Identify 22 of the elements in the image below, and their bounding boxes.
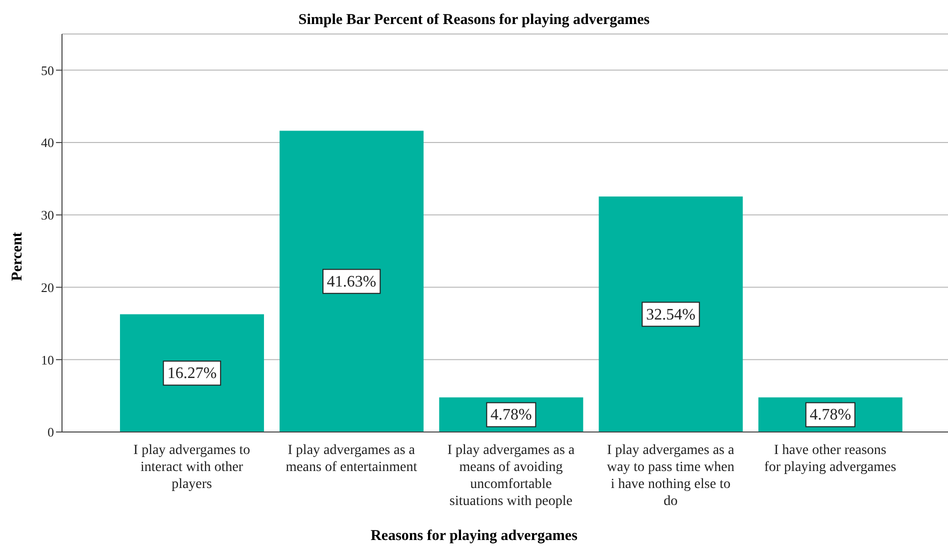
chart-title: Simple Bar Percent of Reasons for playing advergames [297, 12, 651, 29]
y-tick-label: 40 [41, 135, 54, 150]
data-label: 4.78% [490, 406, 532, 424]
x-tick-label: I play advergames to interact with other players [133, 443, 250, 492]
bar [598, 196, 743, 432]
x-tick-label: I play advergames as a way to pass time when i have nothing else to do [606, 443, 736, 509]
y-tick-label: 20 [41, 280, 54, 295]
y-tick-label: 0 [48, 424, 54, 440]
y-tick-label: 10 [41, 352, 54, 368]
y-axis-title: Percent [10, 231, 26, 283]
data-label: 4.78% [810, 406, 852, 424]
data-label: 32.54% [646, 306, 696, 324]
data-label: 16.27% [167, 365, 217, 382]
data-label: 41.63% [326, 273, 376, 290]
bar [280, 130, 424, 432]
y-tick-label: 50 [41, 62, 54, 78]
x-tick-label: I play advergames as a means of entertainment [286, 443, 418, 475]
y-tick-label: 30 [41, 208, 54, 223]
x-tick-label: I play advergames as a means of avoiding uncomfortable situations with people [447, 443, 576, 509]
x-tick-label: I have other reasons for playing advergames [764, 443, 896, 475]
bar [120, 314, 264, 432]
x-axis-title: Reasons for playing advergames [370, 528, 578, 545]
